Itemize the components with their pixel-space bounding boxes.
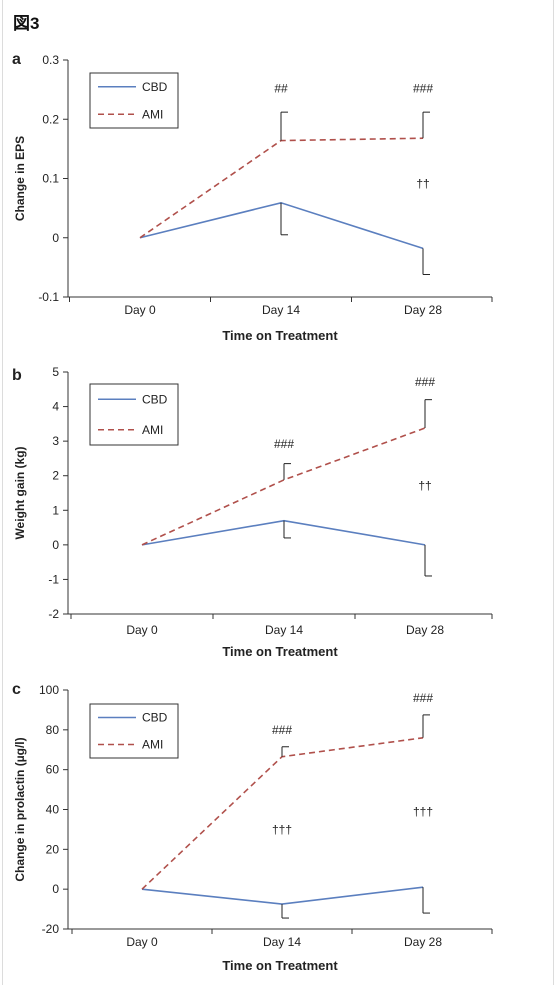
y-tick-label: 2 <box>52 469 59 483</box>
chart-panel-a: a -0.1 0 0.1 0.2 0.3 Day 0 Day 14 Day 28 Time on … <box>12 51 493 343</box>
significance-marker: ††† <box>413 804 433 818</box>
legend-box <box>89 703 179 759</box>
y-axis-title: Change in EPS <box>13 136 27 221</box>
significance-marker: ††† <box>272 822 292 836</box>
y-tick-label: 80 <box>46 723 60 737</box>
legend-label: CBD <box>142 392 168 406</box>
legend-label: AMI <box>142 107 163 121</box>
x-tick-label: Day 28 <box>406 623 444 637</box>
significance-marker: ## <box>274 82 288 96</box>
significance-marker: †† <box>418 479 431 493</box>
y-tick-label: 0 <box>52 231 59 245</box>
y-tick-label: -2 <box>48 607 59 621</box>
significance-marker: ### <box>415 375 435 389</box>
x-axis-title: Time on Treatment <box>222 958 338 973</box>
y-tick-label: 60 <box>46 763 60 777</box>
chart-panel-b: b -2 -1 0 1 2 3 4 5 Day 0 Day 14 Day 28 Time on Trea… <box>12 365 493 659</box>
y-tick-label: 100 <box>39 683 59 697</box>
y-tick-label: 0.1 <box>42 172 59 186</box>
x-tick-label: Day 14 <box>265 623 303 637</box>
significance-marker: ### <box>274 437 294 451</box>
legend-box <box>89 72 179 129</box>
y-tick-label: 20 <box>46 842 60 856</box>
y-tick-label: 4 <box>52 400 59 414</box>
x-tick-label: Day 14 <box>262 303 300 317</box>
y-axis-title: Change in prolactin (µg/l) <box>13 737 27 881</box>
y-tick-label: 0 <box>52 882 59 896</box>
y-tick-label: 3 <box>52 434 59 448</box>
legend: CBD AMI <box>89 383 179 446</box>
x-tick-label: Day 0 <box>126 623 158 637</box>
legend-label: CBD <box>142 80 168 94</box>
y-axis-title: Weight gain (kg) <box>13 446 27 539</box>
series-line-cbd <box>141 886 424 905</box>
x-tick-label: Day 14 <box>263 935 301 949</box>
significance-marker: ### <box>272 723 292 737</box>
significance-marker: ### <box>413 82 433 96</box>
x-tick-label: Day 0 <box>124 303 156 317</box>
x-tick-label: Day 28 <box>404 935 442 949</box>
legend-label: AMI <box>142 738 163 752</box>
series-line-ami <box>141 737 424 890</box>
significance-marker: †† <box>416 176 429 190</box>
y-tick-label: 5 <box>52 365 59 379</box>
y-tick-label: 1 <box>52 503 59 517</box>
x-tick-label: Day 0 <box>126 935 158 949</box>
legend-label: AMI <box>142 423 163 437</box>
panel-label: a <box>12 51 21 68</box>
legend-label: CBD <box>142 711 168 725</box>
significance-marker: ### <box>413 691 433 705</box>
x-tick-label: Day 28 <box>404 303 442 317</box>
series-line-ami <box>141 427 426 546</box>
y-tick-label: 0.3 <box>42 53 59 67</box>
y-tick-label: -20 <box>42 922 60 936</box>
chart-panel-c: c -20 0 20 40 60 80 100 Day 0 Day 14 Day 28 Time on… <box>12 681 493 973</box>
figure-title: 図3 <box>13 14 40 33</box>
legend-box <box>89 383 179 446</box>
y-tick-label: -1 <box>48 572 59 586</box>
panel-label: c <box>12 681 21 698</box>
legend: CBD AMI <box>89 703 179 759</box>
y-tick-label: -0.1 <box>38 290 59 304</box>
panel-label: b <box>12 367 22 384</box>
legend: CBD AMI <box>89 72 179 129</box>
y-tick-label: 0 <box>52 538 59 552</box>
y-tick-label: 40 <box>46 803 60 817</box>
x-axis-title: Time on Treatment <box>222 644 338 659</box>
y-tick-label: 0.2 <box>42 112 59 126</box>
x-axis-title: Time on Treatment <box>222 328 338 343</box>
